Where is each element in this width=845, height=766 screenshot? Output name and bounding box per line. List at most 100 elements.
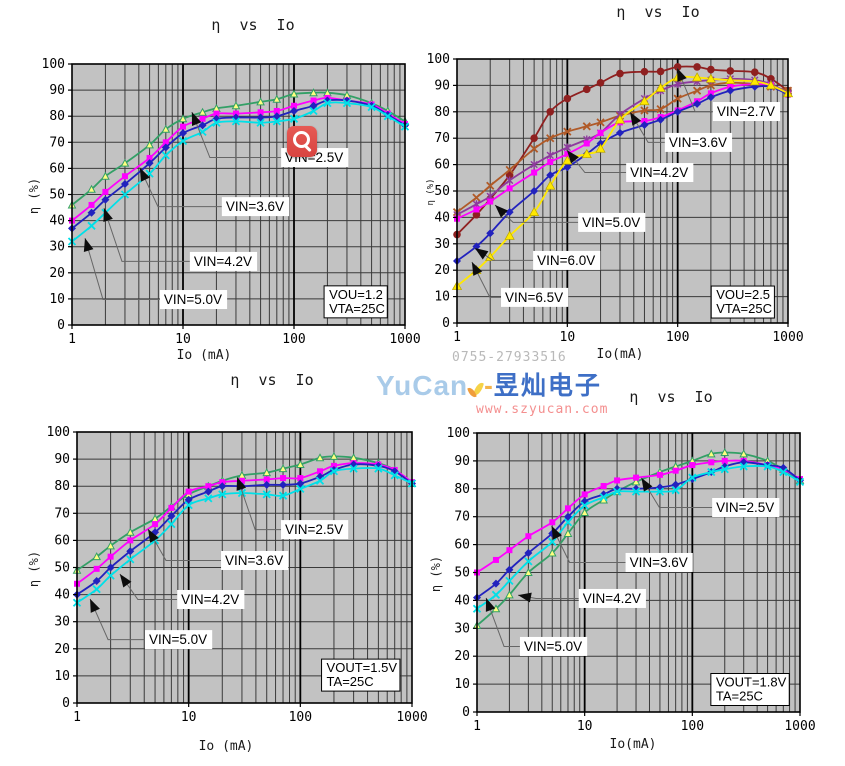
arrowhead (677, 67, 687, 82)
series-marker (205, 483, 212, 490)
series-annotation: VIN=3.6V (139, 167, 290, 217)
series-marker (315, 476, 325, 485)
y-tick-label: 20 (454, 649, 470, 664)
y-tick-label: 30 (434, 237, 450, 252)
series-marker (290, 106, 298, 115)
series-marker (639, 96, 650, 106)
series-marker (106, 541, 115, 550)
series-marker (546, 134, 555, 143)
series-marker (162, 139, 169, 146)
series-marker (486, 181, 495, 190)
series-label-box (533, 250, 601, 270)
series-marker (167, 512, 176, 521)
series-marker (691, 72, 703, 82)
series-marker (614, 114, 626, 124)
x-tick-label: 10 (181, 710, 197, 725)
series-marker (262, 480, 271, 489)
series-marker (145, 159, 154, 168)
y-tick-label: 10 (454, 677, 470, 692)
y-tick-label: 30 (54, 615, 70, 630)
series-marker (93, 565, 100, 572)
series-marker (213, 110, 220, 117)
series-marker (120, 190, 130, 199)
conditions-line: VTA=25C (716, 301, 772, 316)
conditions-line: TA=25C (716, 688, 763, 703)
series-label-box (221, 197, 290, 217)
conditions-border (710, 672, 790, 706)
series-marker (545, 180, 556, 190)
series-marker (671, 480, 680, 489)
conditions-line: VTA=25C (329, 301, 385, 316)
leader-line (485, 597, 520, 647)
series-marker (295, 459, 305, 469)
y-tick-label: 20 (49, 266, 65, 281)
conditions-line: VOUT=1.8V (716, 674, 787, 689)
series-marker (161, 143, 170, 152)
arrowhead (474, 248, 489, 260)
series-marker (296, 479, 305, 488)
series-label: VIN=3.6V (225, 553, 283, 568)
series-marker (323, 99, 332, 108)
series-marker (145, 140, 154, 149)
x-tick-label: 100 (666, 330, 689, 345)
series-marker (101, 171, 110, 180)
arrowhead (551, 525, 562, 540)
series-marker (486, 229, 495, 238)
series-marker (582, 85, 591, 94)
magnifier-icon[interactable] (287, 126, 317, 157)
arrowhead (566, 150, 579, 164)
series-label-box (221, 550, 289, 570)
series-marker (106, 571, 115, 580)
series-marker (146, 154, 153, 161)
series-marker (204, 494, 213, 503)
series-marker (549, 519, 556, 526)
series-label-box (625, 552, 693, 572)
y-tick-label: 70 (434, 131, 450, 146)
series-marker (204, 487, 213, 496)
arrowhead (485, 597, 496, 612)
chart-title: η vs Io (230, 371, 313, 389)
series-label: VIN=3.6V (226, 199, 284, 214)
y-tick-label: 40 (49, 214, 65, 229)
series-marker (472, 193, 481, 202)
series-label-box (664, 132, 733, 152)
conditions-line: TA=25C (327, 674, 374, 689)
series-marker (705, 73, 716, 83)
series-marker (656, 471, 663, 478)
series-marker (531, 169, 538, 176)
series-marker (673, 94, 682, 103)
series-annotation: VIN=5.0V (485, 597, 588, 656)
series-marker (581, 148, 592, 158)
series-marker (237, 488, 247, 498)
y-tick-label: 60 (49, 161, 65, 176)
series-marker (763, 462, 772, 471)
series-marker (548, 537, 557, 546)
y-tick-label: 20 (54, 642, 70, 657)
series-marker (374, 464, 383, 473)
y-tick-label: 90 (454, 454, 470, 469)
series-label: VIN=4.2V (181, 592, 239, 607)
series-marker (87, 208, 96, 217)
series-marker (546, 108, 555, 116)
conditions-border (323, 285, 388, 319)
y-tick-label: 80 (54, 479, 70, 494)
series-marker (272, 94, 282, 103)
series-marker (546, 151, 554, 160)
series-marker (296, 484, 305, 494)
series-marker (600, 483, 607, 490)
series-marker (672, 467, 679, 474)
y-axis-label: η (%) (426, 178, 436, 205)
series-annotation: VIN=4.2V (119, 573, 245, 609)
series-marker (272, 117, 281, 126)
series-marker (167, 520, 176, 529)
y-tick-label: 80 (434, 105, 450, 120)
series-marker (563, 163, 572, 172)
series-marker (706, 93, 715, 102)
series-marker (473, 206, 480, 213)
series-marker (92, 577, 101, 586)
